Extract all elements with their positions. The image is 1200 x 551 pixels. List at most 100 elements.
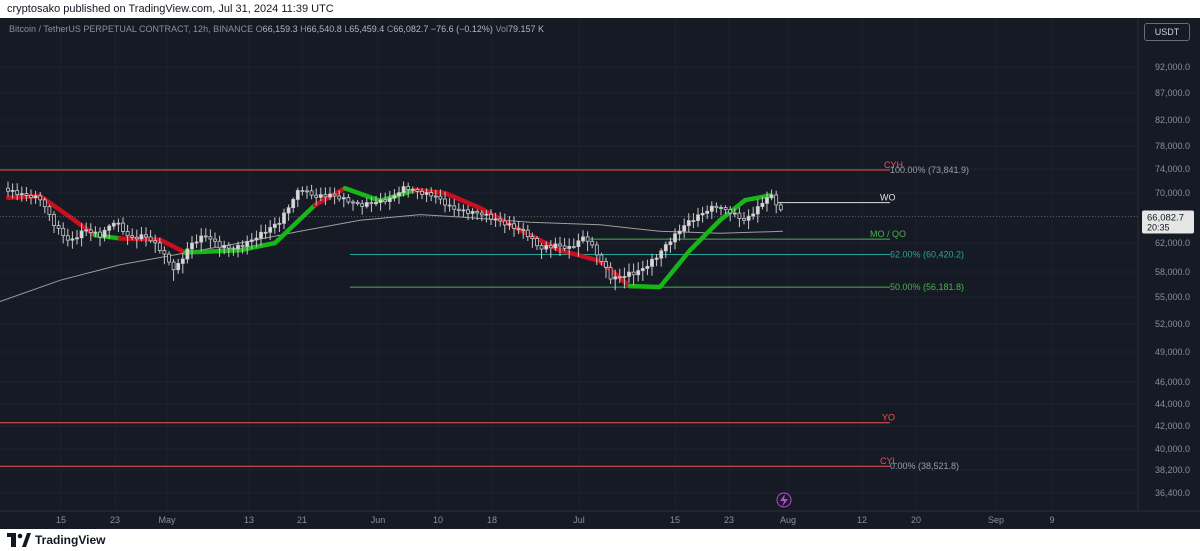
- price-tick-label: 58,000.0: [1155, 267, 1190, 277]
- legend-open-label: O: [255, 24, 263, 34]
- candle-body: [686, 220, 691, 227]
- candle-body: [277, 222, 282, 225]
- symbol-legend: Bitcoin / TetherUS PERPETUAL CONTRACT, 1…: [9, 24, 544, 34]
- time-tick-label: 13: [244, 515, 254, 525]
- candle-body: [696, 214, 700, 221]
- candle-body: [406, 186, 411, 190]
- level-label: CYH: [884, 160, 903, 170]
- candle-body: [622, 276, 627, 278]
- candle-body: [93, 231, 98, 234]
- candle-body: [452, 205, 457, 210]
- candle-body: [650, 258, 654, 267]
- candle-body: [576, 240, 581, 247]
- candle-body: [6, 187, 10, 192]
- candles: [6, 181, 783, 291]
- level-label: WO: [880, 193, 896, 203]
- time-tick-label: 18: [487, 515, 497, 525]
- legend-vol-label: Vol: [495, 24, 508, 34]
- candle-body: [15, 190, 20, 195]
- chart-area[interactable]: CYH 100.00% (73,841.9) WO MO / QO 62.00% (60…: [0, 18, 1200, 529]
- candle-body: [760, 202, 765, 207]
- candle-body: [38, 195, 43, 201]
- candle-body: [732, 212, 737, 215]
- candle-body: [213, 238, 217, 242]
- time-tick-label: 23: [110, 515, 120, 525]
- lightning-icon-bolt: [780, 494, 788, 507]
- time-tick-label: May: [158, 515, 176, 525]
- time-tick-label: Aug: [780, 515, 796, 525]
- moving-average-line: [0, 214, 784, 302]
- lightning-icon[interactable]: [776, 492, 792, 508]
- legend-low-label: L: [344, 24, 350, 34]
- candle-body: [774, 194, 779, 206]
- ribbon-segment: [202, 248, 243, 254]
- candle-body: [539, 245, 544, 250]
- candle-body: [627, 271, 631, 277]
- candle-body: [125, 231, 130, 237]
- candle-body: [567, 246, 572, 249]
- candle-body: [714, 205, 719, 209]
- candle-body: [167, 253, 171, 263]
- ribbon-segment: [742, 193, 773, 203]
- candle-body: [231, 247, 236, 250]
- candle-body: [328, 193, 332, 198]
- candle-body: [475, 211, 480, 214]
- candle-body: [590, 240, 595, 246]
- candle-body: [691, 220, 696, 222]
- candle-body: [617, 276, 622, 279]
- candle-body: [346, 197, 351, 203]
- last-price-badge: 66,082.720:35: [0, 210, 1194, 234]
- currency-button[interactable]: USDT: [1144, 23, 1190, 41]
- candle-body: [525, 229, 530, 238]
- time-tick-label: Sep: [988, 515, 1004, 525]
- candle-body: [52, 214, 56, 226]
- published-text: cryptosako published on TradingView.com,…: [7, 3, 334, 15]
- candle-body: [107, 225, 112, 231]
- last-price-badge-bg: [1142, 210, 1194, 234]
- candle-body: [19, 193, 24, 196]
- price-axis: 92,000.0 87,000.0 82,000.0 78,000.0 74,000.0…: [1137, 18, 1200, 529]
- candle-body: [300, 190, 305, 192]
- published-header: cryptosako published on TradingView.com,…: [0, 0, 1200, 18]
- candle-body: [75, 237, 79, 240]
- candle-body: [121, 222, 125, 232]
- candle-body: [153, 240, 158, 244]
- price-tick-label: 74,000.0: [1155, 164, 1190, 174]
- candle-body: [305, 190, 309, 193]
- candle-body: [737, 212, 742, 219]
- candle-body: [360, 203, 365, 207]
- candle-body: [282, 212, 286, 224]
- candle-body: [645, 265, 650, 269]
- candle-body: [420, 191, 424, 195]
- candle-body: [594, 244, 599, 256]
- candle-body: [254, 237, 259, 241]
- brand-name: TradingView: [35, 533, 106, 547]
- candle-body: [558, 243, 562, 247]
- ribbon-segment: [717, 197, 748, 223]
- candle-body: [608, 267, 613, 280]
- candle-body: [392, 195, 397, 199]
- time-tick-label: 12: [857, 515, 867, 525]
- price-tick-label: 87,000.0: [1155, 88, 1190, 98]
- candle-body: [438, 195, 443, 200]
- grid: [0, 18, 1138, 511]
- candle-body: [84, 229, 89, 232]
- fib-label: 62.00% (60,420.2): [890, 249, 964, 259]
- candle-body: [447, 204, 452, 207]
- candle-body: [33, 195, 38, 199]
- legend-high-label: H: [300, 24, 307, 34]
- legend-change: −76.6 (−0.12%): [430, 24, 493, 34]
- candle-body: [751, 213, 756, 217]
- candle-body: [139, 234, 144, 240]
- candle-body: [268, 227, 273, 233]
- candle-body: [190, 242, 194, 250]
- fib-label: 0.00% (38,521.8): [890, 461, 959, 471]
- candle-body: [47, 206, 52, 215]
- candle-body: [157, 242, 162, 252]
- candle-body: [236, 244, 240, 250]
- candle-body: [130, 235, 135, 238]
- ribbon-segment: [157, 237, 188, 255]
- candle-body: [401, 186, 406, 194]
